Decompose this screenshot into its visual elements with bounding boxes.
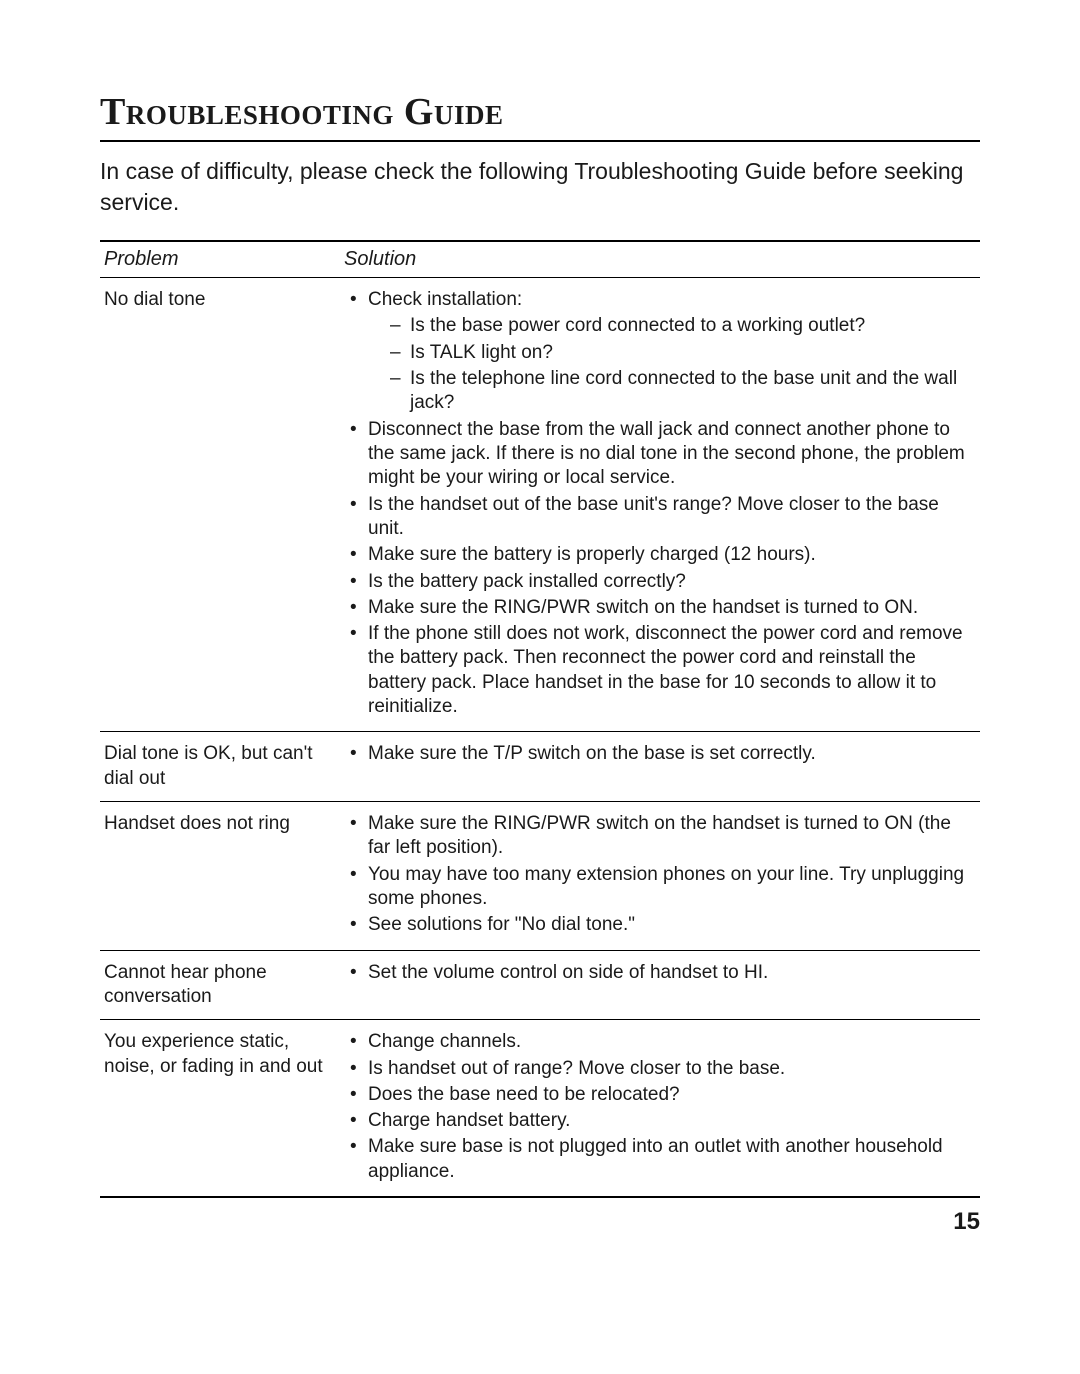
bullet-list: Check installation: Is the base power cor… — [344, 288, 976, 719]
table-row: Dial tone is OK, but can't dial out Make … — [100, 732, 980, 802]
dash-item: Is the base power cord connected to a wo… — [390, 314, 976, 338]
bullet-list: Set the volume control on side of handse… — [344, 961, 976, 985]
problem-cell: No dial tone — [100, 278, 340, 732]
bullet-item: Make sure the RING/PWR switch on the han… — [350, 812, 976, 861]
bullet-text: Make sure the battery is properly charge… — [368, 544, 816, 565]
bullet-text: Set the volume control on side of handse… — [368, 962, 768, 983]
intro-text: In case of difficulty, please check the … — [100, 156, 980, 218]
bullet-text: Is the handset out of the base unit's ra… — [368, 494, 939, 539]
bullet-item: Make sure base is not plugged into an ou… — [350, 1135, 976, 1184]
bullet-item: Disconnect the base from the wall jack a… — [350, 418, 976, 491]
bullet-text: You may have too many extension phones o… — [368, 864, 964, 909]
bullet-item: Does the base need to be relocated? — [350, 1083, 976, 1107]
bullet-list: Make sure the T/P switch on the base is … — [344, 742, 976, 766]
bullet-item: If the phone still does not work, discon… — [350, 622, 976, 719]
solution-cell: Change channels. Is handset out of range?… — [340, 1020, 980, 1197]
bullet-text: Check installation: — [368, 289, 522, 310]
solution-cell: Check installation: Is the base power cor… — [340, 278, 980, 732]
solution-cell: Make sure the RING/PWR switch on the han… — [340, 802, 980, 951]
bullet-item: Is the handset out of the base unit's ra… — [350, 493, 976, 542]
table-row: No dial tone Check installation: Is the ba… — [100, 278, 980, 732]
bullet-item: Is handset out of range? Move closer to … — [350, 1057, 976, 1081]
problem-cell: Handset does not ring — [100, 802, 340, 951]
troubleshooting-table: Problem Solution No dial toneCheck insta… — [100, 240, 980, 1198]
bullet-list: Make sure the RING/PWR switch on the han… — [344, 812, 976, 938]
bullet-text: Disconnect the base from the wall jack a… — [368, 419, 965, 489]
bullet-item: Charge handset battery. — [350, 1109, 976, 1133]
page-number: 15 — [953, 1208, 980, 1236]
bullet-text: Is handset out of range? Move closer to … — [368, 1058, 785, 1079]
problem-cell: Dial tone is OK, but can't dial out — [100, 732, 340, 802]
bullet-item: See solutions for "No dial tone." — [350, 913, 976, 937]
problem-cell: Cannot hear phone conversation — [100, 950, 340, 1020]
bullet-item: You may have too many extension phones o… — [350, 863, 976, 912]
bullet-item: Make sure the battery is properly charge… — [350, 543, 976, 567]
bullet-text: See solutions for "No dial tone." — [368, 914, 635, 935]
bullet-text: Does the base need to be relocated? — [368, 1084, 680, 1105]
bullet-item: Check installation: Is the base power cor… — [350, 288, 976, 416]
bullet-item: Make sure the RING/PWR switch on the han… — [350, 596, 976, 620]
table-row: Cannot hear phone conversation Set the vo… — [100, 950, 980, 1020]
table-row: Handset does not ring Make sure the RING/… — [100, 802, 980, 951]
problem-cell: You experience static, noise, or fading … — [100, 1020, 340, 1197]
solution-cell: Make sure the T/P switch on the base is … — [340, 732, 980, 802]
table-body: No dial tone Check installation: Is the ba… — [100, 278, 980, 1198]
bullet-item: Make sure the T/P switch on the base is … — [350, 742, 976, 766]
bullet-item: Set the volume control on side of handse… — [350, 961, 976, 985]
bullet-item: Change channels. — [350, 1030, 976, 1054]
dash-item: Is TALK light on? — [390, 341, 976, 365]
bullet-text: Change channels. — [368, 1031, 521, 1052]
dash-list: Is the base power cord connected to a wo… — [368, 314, 976, 415]
bullet-text: Make sure the RING/PWR switch on the han… — [368, 597, 918, 618]
bullet-text: Make sure base is not plugged into an ou… — [368, 1136, 943, 1181]
col-header-solution: Solution — [340, 241, 980, 278]
bullet-text: Make sure the T/P switch on the base is … — [368, 743, 816, 764]
bullet-list: Change channels. Is handset out of range?… — [344, 1030, 976, 1184]
bullet-text: Is the battery pack installed correctly? — [368, 571, 686, 592]
bullet-text: Make sure the RING/PWR switch on the han… — [368, 813, 951, 858]
bullet-item: Is the battery pack installed correctly? — [350, 570, 976, 594]
page-title: Troubleshooting Guide — [100, 90, 980, 142]
col-header-problem: Problem — [100, 241, 340, 278]
table-row: You experience static, noise, or fading … — [100, 1020, 980, 1197]
dash-item: Is the telephone line cord connected to … — [390, 367, 976, 416]
solution-cell: Set the volume control on side of handse… — [340, 950, 980, 1020]
bullet-text: Charge handset battery. — [368, 1110, 570, 1131]
bullet-text: If the phone still does not work, discon… — [368, 623, 963, 717]
